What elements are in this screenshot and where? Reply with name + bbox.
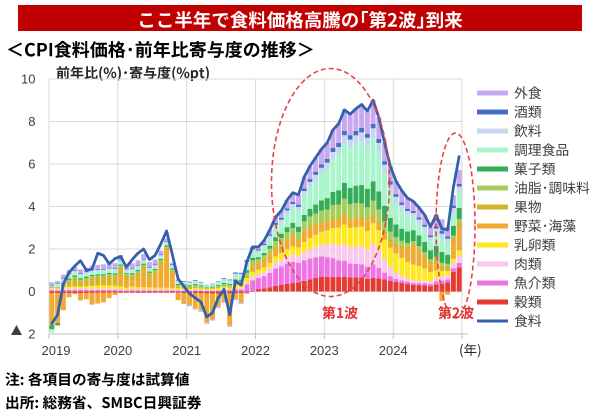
svg-text:2019: 2019 bbox=[42, 343, 71, 358]
svg-text:2: 2 bbox=[28, 242, 35, 257]
svg-text:0: 0 bbox=[28, 284, 35, 299]
svg-text:4: 4 bbox=[28, 199, 35, 214]
svg-text:2: 2 bbox=[28, 327, 35, 342]
svg-text:2021: 2021 bbox=[172, 343, 201, 358]
svg-text:2020: 2020 bbox=[103, 343, 132, 358]
svg-text:10: 10 bbox=[21, 72, 35, 87]
svg-text:2022: 2022 bbox=[241, 343, 270, 358]
svg-text:6: 6 bbox=[28, 157, 35, 172]
svg-text:8: 8 bbox=[28, 114, 35, 129]
svg-text:2023: 2023 bbox=[310, 343, 339, 358]
svg-text:2024: 2024 bbox=[379, 343, 408, 358]
